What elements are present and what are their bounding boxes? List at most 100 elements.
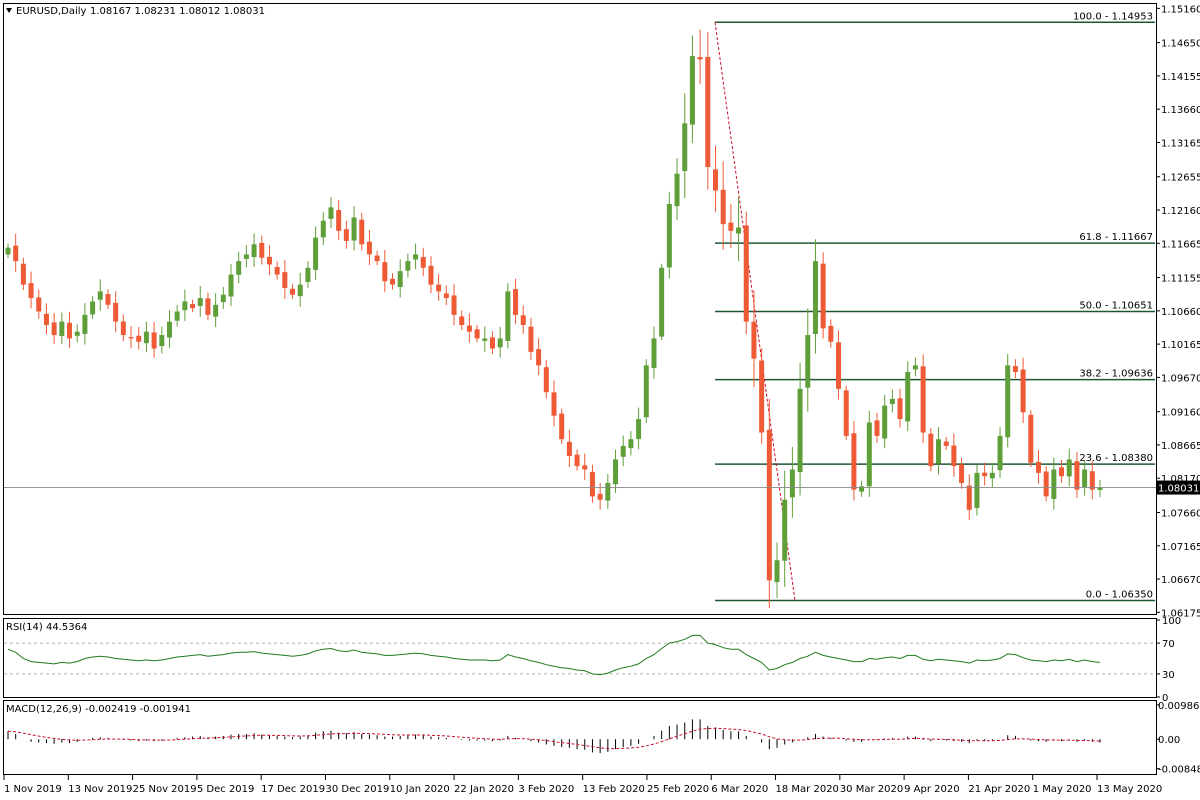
candle (290, 284, 296, 299)
candle-body (1035, 461, 1041, 473)
fib-level-label: 0.0 - 1.06350 (1086, 590, 1153, 601)
candle (82, 303, 88, 345)
fibonacci-retracement[interactable]: 100.0 - 1.14953 61.8 - 1.11667 50.0 - 1.10… (714, 11, 1155, 602)
time-tick-label: 30 Dec 2019 (325, 784, 389, 795)
candle (782, 470, 788, 587)
candle-body (297, 284, 303, 297)
macd-signal-line (7, 727, 1101, 750)
macd-tick-label: -0.00848 (1158, 765, 1200, 776)
candle (328, 197, 334, 228)
fib-trend-line[interactable] (714, 22, 796, 601)
candle (282, 260, 288, 299)
price-tick-label: 1.08170 (1161, 474, 1200, 485)
candle-body (13, 245, 19, 262)
time-tick-label: 17 Dec 2019 (261, 784, 325, 795)
candle-body (820, 263, 826, 329)
candle (51, 312, 57, 344)
candle (251, 233, 257, 267)
time-tick-label: 25 Nov 2019 (133, 784, 197, 795)
candle (897, 388, 903, 428)
time-tick-label: 13 May 2020 (1097, 784, 1162, 795)
candle (912, 357, 918, 377)
candle-body (305, 267, 311, 282)
ohlc-label: 1.08167 1.08231 1.08012 1.08031 (90, 6, 265, 17)
candle (497, 326, 503, 358)
candle-body (397, 271, 403, 287)
candle (320, 212, 326, 246)
candle (413, 243, 419, 270)
candle (259, 235, 265, 265)
candle (828, 319, 834, 348)
candle (1012, 359, 1018, 379)
candle (374, 250, 380, 266)
candle (559, 408, 565, 444)
candle (836, 330, 842, 400)
time-tick-label: 6 Mar 2020 (711, 784, 768, 795)
candle (751, 290, 757, 387)
candle (728, 203, 734, 249)
candle-body (974, 472, 980, 508)
candle (13, 233, 19, 272)
candle (705, 31, 711, 190)
candle-body (551, 392, 557, 416)
candle (951, 433, 957, 477)
candle (759, 348, 765, 444)
time-tick-label: 10 Jan 2020 (390, 784, 450, 795)
candle (743, 211, 749, 335)
candle (636, 407, 642, 450)
fib-level-label: 50.0 - 1.10651 (1079, 300, 1153, 311)
rsi-line (7, 634, 1101, 676)
candle-body (859, 486, 865, 492)
candle-body (728, 222, 734, 231)
candle-body (228, 274, 234, 297)
candle-body (920, 366, 926, 433)
candle (313, 226, 319, 281)
candle-body (136, 335, 142, 342)
candle-body (190, 304, 196, 309)
candle-body (405, 261, 411, 271)
candle (397, 259, 403, 298)
candle-body (951, 445, 957, 467)
candle-body (466, 325, 472, 332)
candle-body (836, 342, 842, 389)
macd-tick-label: 0.00 (1158, 735, 1180, 746)
candle (36, 289, 42, 319)
candle (989, 462, 995, 488)
time-tick-label: 21 Apr 2020 (968, 784, 1030, 795)
candle-body (374, 255, 380, 262)
menu-arrow-icon[interactable] (6, 8, 12, 13)
candle-body (589, 471, 595, 497)
candle (651, 326, 657, 379)
candle (74, 324, 80, 343)
price-tick-label: 1.10165 (1161, 340, 1200, 351)
candle (812, 239, 818, 354)
fib-level-label: 38.2 - 1.09636 (1079, 369, 1153, 380)
candle (736, 196, 742, 262)
rsi-tick-label: 30 (1162, 670, 1175, 681)
candle (420, 247, 426, 277)
candle-body (282, 272, 288, 288)
candle-body (782, 499, 788, 561)
price-tick-label: 1.12160 (1161, 206, 1200, 217)
fib-level-label: 61.8 - 1.11667 (1079, 232, 1153, 243)
candle-body (36, 297, 42, 312)
candle (343, 220, 349, 249)
candle (243, 245, 249, 268)
candle (97, 279, 103, 311)
candle (505, 283, 511, 349)
price-tick-label: 1.07165 (1161, 542, 1200, 553)
candle (874, 412, 880, 443)
candle-body (882, 405, 888, 439)
candle-body (536, 349, 542, 366)
candle-body (751, 321, 757, 359)
candle-body (897, 398, 903, 420)
price-tick-label: 1.09670 (1161, 373, 1200, 384)
candle (128, 326, 134, 349)
candle (613, 449, 619, 494)
candle-body (220, 294, 226, 303)
candle (920, 354, 926, 444)
candle-body (497, 338, 503, 348)
candle (466, 313, 472, 343)
candle (882, 394, 888, 449)
